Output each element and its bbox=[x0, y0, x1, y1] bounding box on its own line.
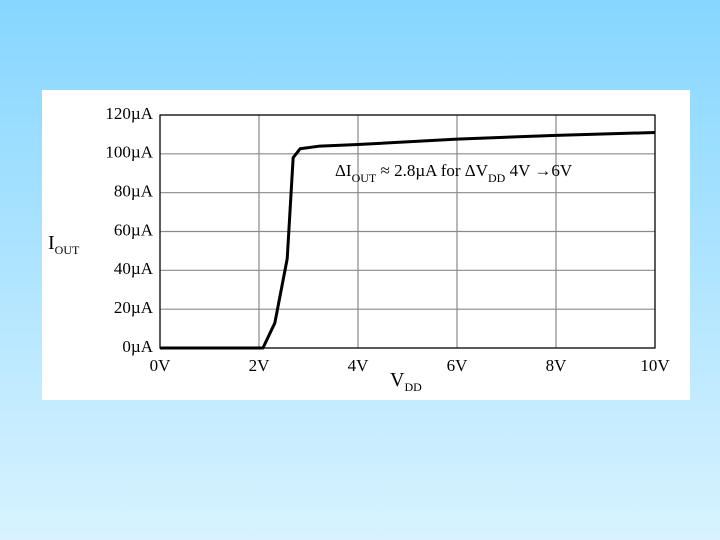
x-tick-label: 10V bbox=[640, 356, 670, 375]
x-tick-label: 2V bbox=[249, 356, 271, 375]
y-tick-label: 100µA bbox=[105, 143, 153, 162]
annotation-part: 4V →6V bbox=[505, 161, 572, 180]
x-tick-label: 8V bbox=[546, 356, 568, 375]
data-line bbox=[160, 130, 656, 350]
plot: 0µA 20µA 40µA 60µA 80µA 100µA 120µA 0V 2V 4V 6V 8V 1… bbox=[48, 104, 670, 394]
y-axis-label: IOUT bbox=[48, 232, 80, 257]
annotation-part: ΔI bbox=[335, 161, 352, 180]
y-tick-label: 80µA bbox=[114, 182, 154, 201]
x-axis-label: VDD bbox=[390, 369, 422, 394]
y-tick-label: 40µA bbox=[114, 259, 154, 278]
y-axis-label-part: I bbox=[48, 232, 55, 254]
annotation-part: OUT bbox=[352, 171, 377, 185]
x-axis-label-part: V bbox=[390, 369, 405, 391]
x-tick-label: 0V bbox=[150, 356, 172, 375]
annotation-part: ≈ 2.8µA for ΔV bbox=[376, 161, 488, 180]
x-axis-label-part: DD bbox=[404, 380, 422, 394]
y-tick-label: 0µA bbox=[122, 337, 153, 356]
x-tick-label: 4V bbox=[348, 356, 370, 375]
y-axis-label-part: OUT bbox=[55, 243, 80, 257]
annotation-part: DD bbox=[488, 171, 506, 185]
y-tick-label: 20µA bbox=[114, 298, 154, 317]
plot-frame bbox=[159, 114, 656, 349]
x-tick-label: 6V bbox=[447, 356, 469, 375]
y-tick-label: 120µA bbox=[105, 104, 153, 123]
y-tick-label: 60µA bbox=[114, 220, 154, 239]
annotation: ΔIOUT ≈ 2.8µA for ΔVDD 4V →6V bbox=[335, 161, 573, 185]
